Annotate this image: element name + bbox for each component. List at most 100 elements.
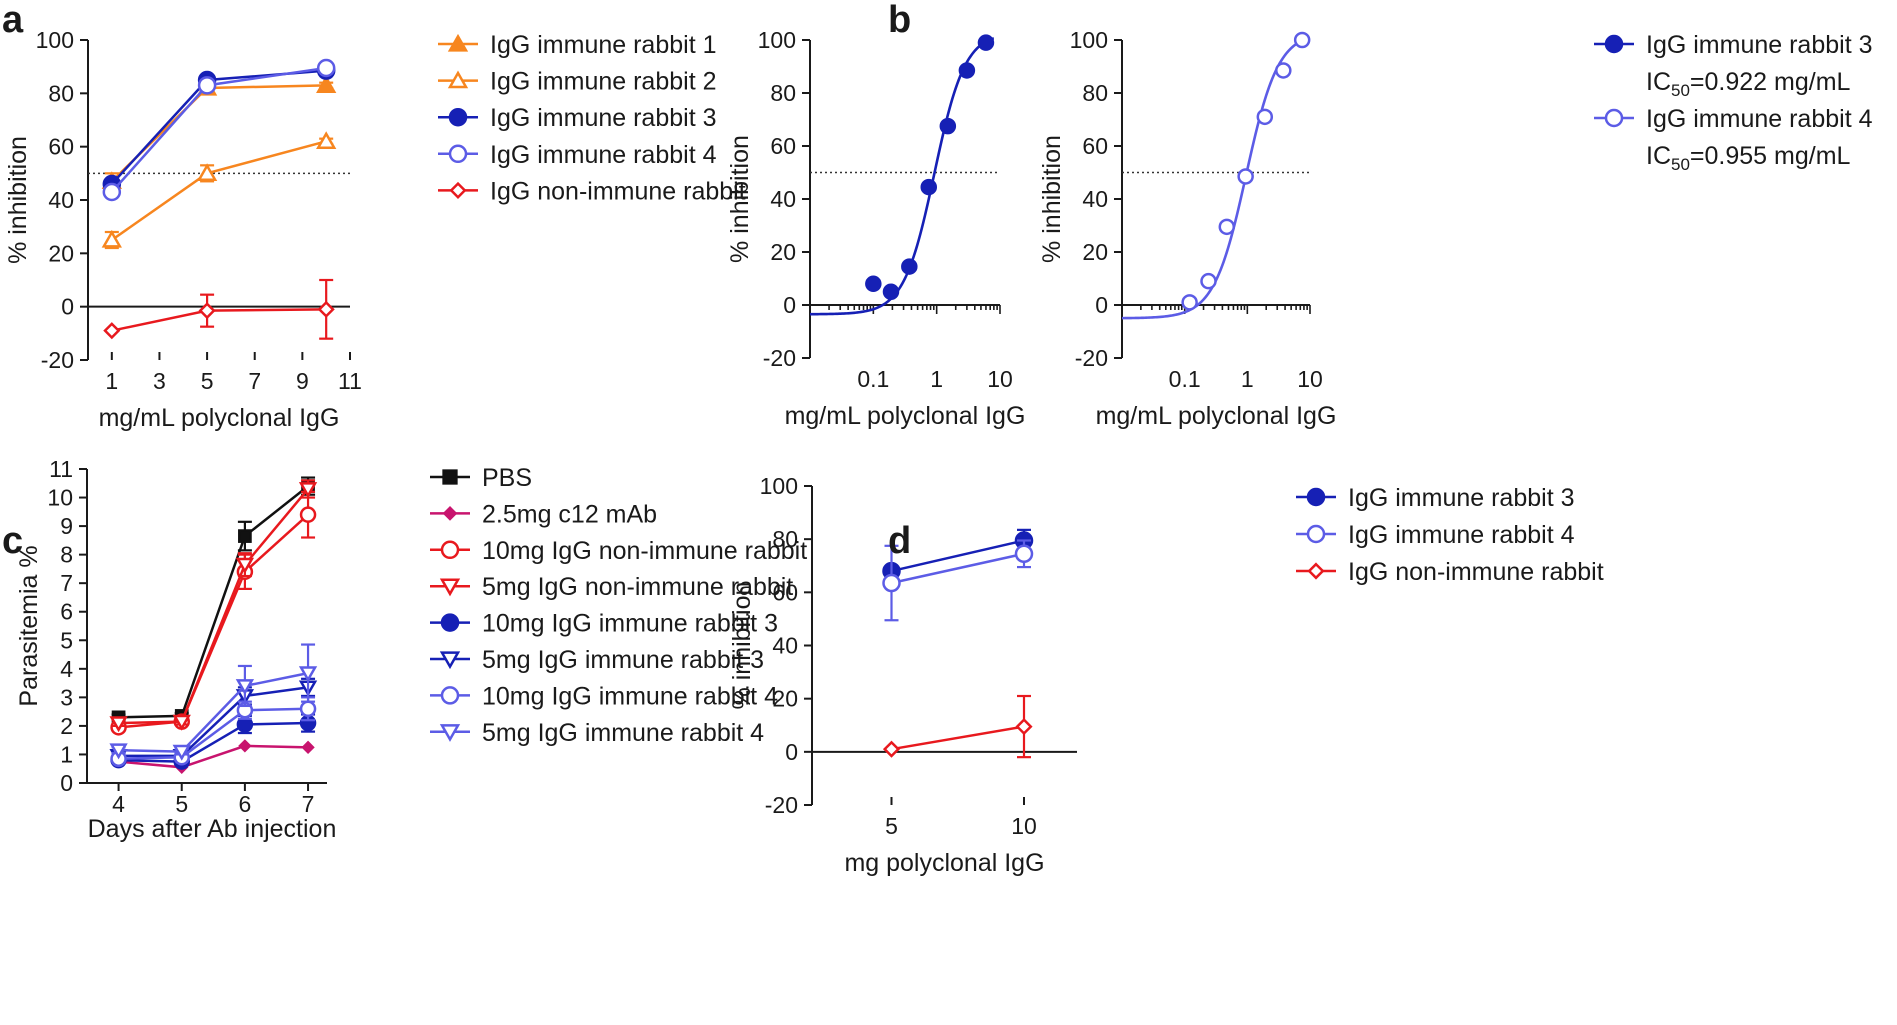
data-point: [901, 258, 918, 275]
legend-label: 5mg IgG non-immune rabbit: [482, 573, 793, 601]
legend-entry-igg-immune-rabbit-4: IgG immune rabbit 4: [1594, 105, 1873, 133]
legend-entry-igg-immune-rabbit-1: IgG immune rabbit 1: [438, 31, 717, 59]
series-line: [891, 539, 1025, 573]
legend-entry-igg-immune-rabbit-4: IgG immune rabbit 4: [1296, 521, 1575, 549]
y-tick-label: -20: [765, 792, 798, 818]
y-tick-label: 0: [60, 770, 73, 796]
y-tick-label: 0: [783, 292, 796, 318]
data-point: [958, 62, 976, 79]
data-point: [298, 666, 318, 683]
data-point: [977, 34, 995, 51]
legend-label: 10mg IgG immune rabbit 3: [482, 610, 778, 638]
legend-label: IgG immune rabbit 1: [490, 31, 717, 59]
data-point: [317, 300, 335, 318]
y-tick-label: 7: [60, 570, 73, 596]
legend-marker: [1306, 524, 1326, 544]
y-tick-label: 100: [1070, 27, 1108, 53]
y-tick-label: 20: [48, 240, 74, 266]
x-axis-label: mg/mL polyclonal IgG: [1096, 402, 1337, 430]
legend-label: 5mg IgG immune rabbit 3: [482, 646, 764, 674]
panel-b-right: -20 0 20 40 60 80 100 0.1 1 10 mg/mL polyclonal Ig…: [1038, 27, 1336, 430]
legend-entry-2-5mg-c12-mab: 2.5mg c12 mAb: [430, 500, 657, 528]
y-tick-label: 80: [48, 80, 74, 106]
y-tick-label: 80: [1082, 80, 1108, 106]
x-tick-label: 1: [930, 366, 943, 392]
data-point: [1014, 544, 1034, 564]
legend-label: 10mg IgG immune rabbit 4: [482, 682, 778, 710]
y-tick-label: 11: [49, 456, 73, 482]
y-tick-label: -20: [763, 345, 796, 371]
series-line: [118, 707, 309, 760]
y-tick-label: -20: [1075, 345, 1108, 371]
y-tick-label: 0: [1095, 292, 1108, 318]
y-tick-label: 40: [1082, 186, 1108, 212]
series-10mg-igg-non-immune-rabbit: [110, 490, 317, 736]
legend-marker: [442, 506, 458, 521]
data-point: [298, 482, 318, 499]
legend-marker: [439, 724, 461, 742]
x-tick-label: 4: [112, 791, 125, 817]
data-point: [172, 714, 191, 731]
x-tick-label: 5: [175, 791, 188, 817]
legend-marker: [447, 33, 469, 52]
data-point: [316, 58, 336, 78]
legend-marker: [442, 469, 458, 485]
data-point: [197, 76, 217, 95]
legend-entry-10mg-igg-immune-rabbit-4: 10mg IgG immune rabbit 4: [430, 682, 778, 710]
legend-entry-igg-immune-rabbit-4: IgG immune rabbit 4: [438, 141, 717, 169]
ic50-main: IC: [1646, 142, 1671, 170]
legend-entry-igg-immune-rabbit-3: IgG immune rabbit 3: [1296, 484, 1575, 512]
x-tick-label: 1: [1241, 366, 1254, 392]
y-tick-label: 8: [60, 542, 73, 568]
legend-entry-5mg-igg-immune-rabbit-4: 5mg IgG immune rabbit 4: [430, 719, 764, 747]
data-point: [939, 117, 957, 135]
ic50-label: IC50=0.922 mg/mL: [1646, 68, 1851, 100]
y-tick-label: 2: [60, 713, 73, 739]
y-tick-label: 40: [48, 187, 74, 213]
legend-entry-5mg-igg-non-immune-rabbit: 5mg IgG non-immune rabbit: [430, 573, 793, 601]
legend-label: IgG immune rabbit 3: [490, 104, 717, 132]
y-tick-label: 60: [772, 579, 798, 605]
data-point: [1275, 62, 1292, 79]
data-point: [102, 182, 122, 202]
x-tick-label: 6: [238, 791, 251, 817]
legend-label: IgG immune rabbit 3: [1646, 31, 1873, 59]
legend-marker: [448, 144, 468, 164]
x-axis-label: mg/mL polyclonal IgG: [785, 402, 1026, 430]
series-line: [118, 721, 309, 763]
data-point: [101, 229, 122, 248]
legend-entry-10mg-igg-immune-rabbit-3: 10mg IgG immune rabbit 3: [430, 610, 778, 638]
y-tick-label: 80: [770, 80, 796, 106]
fit-curve: [809, 37, 994, 316]
ic50-value: =0.922 mg/mL: [1690, 68, 1851, 96]
x-tick-label: 9: [296, 368, 309, 394]
x-tick-label: 3: [153, 368, 166, 394]
legend-label: 5mg IgG immune rabbit 4: [482, 719, 764, 747]
series-igg-immune-rabbit-4: [882, 539, 1034, 622]
x-tick-label: 5: [201, 368, 214, 394]
series-igg-immune-rabbit-2: [101, 131, 337, 250]
legend-marker: [1307, 562, 1325, 580]
series-line: [891, 552, 1025, 585]
legend-label: IgG non-immune rabbit: [490, 177, 746, 205]
data-point: [196, 163, 218, 181]
ic50-label: IC50=0.955 mg/mL: [1646, 142, 1851, 174]
legend-entry-10mg-igg-non-immune-rabbit: 10mg IgG non-immune rabbit: [430, 537, 807, 565]
y-tick-label: 1: [60, 741, 73, 767]
y-tick-label: 40: [772, 633, 798, 659]
panel-letter-c: c: [2, 520, 23, 562]
x-tick-label: 7: [302, 791, 315, 817]
data-point: [109, 743, 128, 760]
legend-b-left: IgG immune rabbit 3 IC50=0.922 mg/mL: [1594, 31, 1873, 100]
y-tick-label: 80: [772, 526, 798, 552]
series-line: [110, 84, 327, 183]
series-line: [891, 725, 1025, 751]
data-point: [316, 75, 337, 93]
legend-label: PBS: [482, 464, 532, 492]
legend-label: 10mg IgG non-immune rabbit: [482, 537, 807, 565]
legend-entry-igg-non-immune-rabbit: IgG non-immune rabbit: [438, 177, 746, 205]
series-line: [118, 488, 310, 725]
data-point: [1181, 294, 1198, 311]
y-tick-label: 0: [785, 739, 798, 765]
